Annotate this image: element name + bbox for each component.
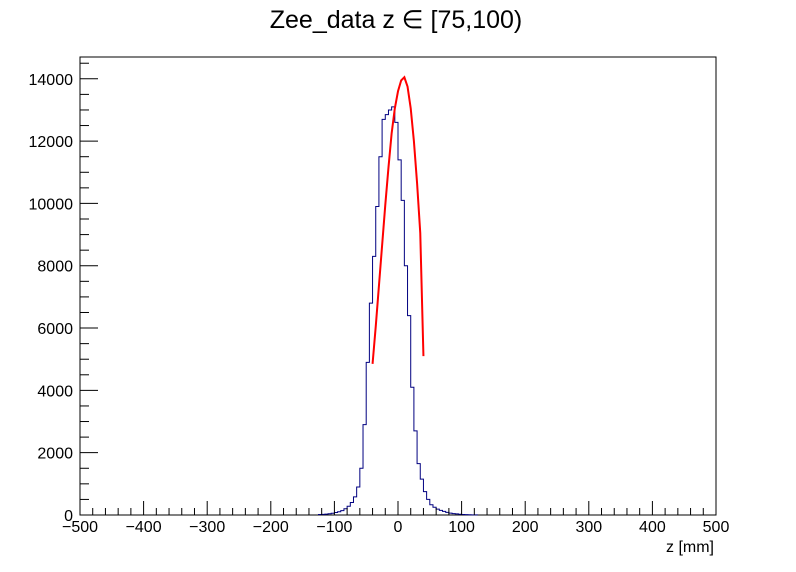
x-axis-title: z [mm]	[666, 539, 714, 556]
histogram-bin	[366, 362, 369, 515]
x-tick-label: −500	[62, 519, 98, 536]
histogram-bin	[427, 499, 430, 515]
histogram-bin	[401, 200, 404, 515]
histogram-bin	[376, 207, 379, 515]
chart-title: Zee_data z ∈ [75,100)	[270, 6, 523, 34]
x-tick-label: −200	[253, 519, 289, 536]
x-tick-label: 0	[394, 519, 403, 536]
histogram-bin	[369, 303, 372, 515]
gaussian-fit-line	[371, 75, 425, 364]
y-tick-label: 10000	[29, 196, 74, 213]
histogram-bin	[341, 511, 344, 515]
histogram-bin	[328, 514, 331, 515]
y-tick-label: 8000	[37, 259, 73, 276]
histogram-bin	[338, 512, 341, 515]
histogram-bin	[452, 514, 455, 515]
histogram-bin	[350, 503, 353, 515]
histogram-bin	[392, 107, 395, 515]
x-tick-label: 100	[448, 519, 475, 536]
y-tick-label: 12000	[29, 134, 74, 151]
histogram-bin	[398, 160, 401, 515]
histogram-bin	[430, 505, 433, 515]
histogram-bin	[417, 464, 420, 515]
histogram-bin	[439, 510, 442, 515]
histogram-bin	[379, 157, 382, 515]
histogram-bin	[414, 431, 417, 515]
x-tick-label: 200	[512, 519, 539, 536]
y-tick-label: 0	[64, 508, 73, 525]
x-tick-label: 500	[703, 519, 730, 536]
histogram-bin	[373, 256, 376, 515]
x-tick-label: −100	[316, 519, 352, 536]
y-tick-label: 2000	[37, 446, 73, 463]
histogram-series	[318, 106, 478, 516]
histogram-bin	[325, 514, 328, 515]
histogram-bin	[395, 122, 398, 515]
x-tick-label: 300	[575, 519, 602, 536]
histogram-bin	[363, 425, 366, 515]
y-tick-label: 6000	[37, 321, 73, 338]
histogram-bin	[443, 511, 446, 515]
histogram-bin	[411, 387, 414, 515]
histogram-bin	[382, 119, 385, 515]
x-tick-label: 400	[639, 519, 666, 536]
fit-curve-series	[371, 75, 425, 364]
y-tick-label: 14000	[29, 72, 74, 89]
histogram-outline	[318, 106, 478, 516]
histogram-bin	[408, 316, 411, 515]
x-tick-label: −400	[126, 519, 162, 536]
histogram-bin	[353, 497, 356, 515]
histogram-bin	[404, 266, 407, 515]
y-tick-label: 4000	[37, 383, 73, 400]
histogram-bin	[455, 514, 458, 515]
histogram-bin	[360, 468, 363, 515]
x-tick-label: −300	[189, 519, 225, 536]
